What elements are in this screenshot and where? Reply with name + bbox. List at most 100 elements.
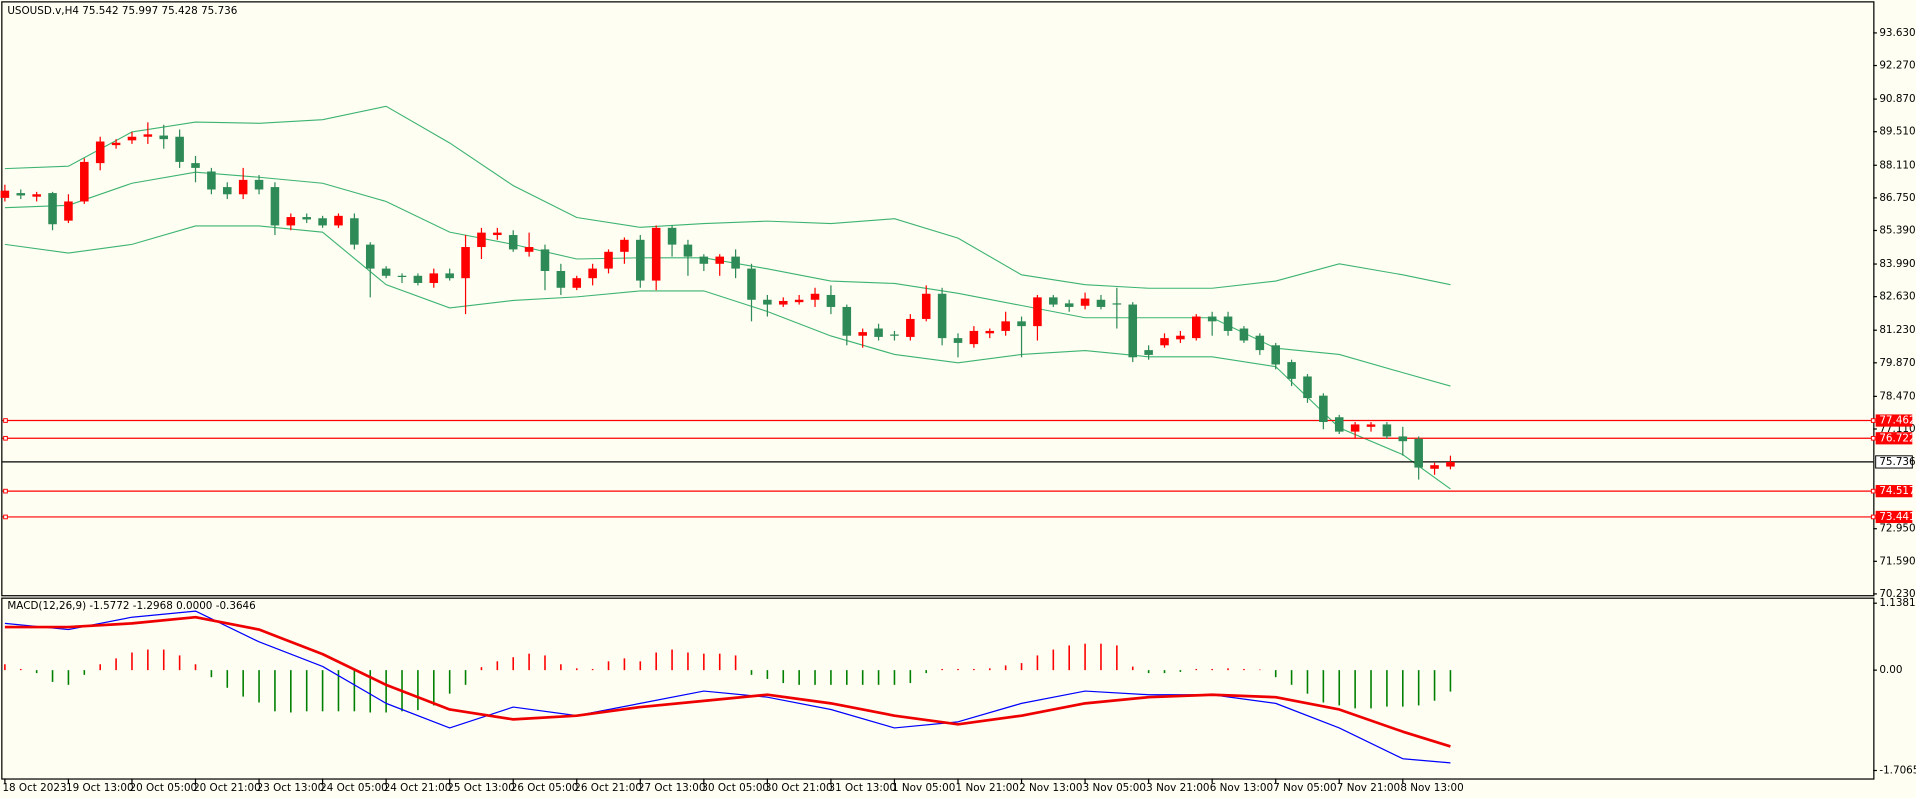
candle-body xyxy=(80,161,89,202)
candle-body xyxy=(302,217,311,220)
y-tick-label: 70.230 xyxy=(1879,588,1915,600)
level-label-box xyxy=(1875,432,1913,445)
candle-body xyxy=(477,232,486,248)
y-tick-label: 92.270 xyxy=(1879,60,1915,72)
y-tick-label: 88.110 xyxy=(1879,159,1915,171)
candle-body xyxy=(890,334,899,336)
macd-panel-frame xyxy=(1,597,1875,780)
candle-body xyxy=(429,273,439,283)
candle-body xyxy=(1255,335,1265,351)
candle-body xyxy=(1112,303,1122,305)
candle-body xyxy=(1239,328,1249,341)
candle-body xyxy=(1049,297,1058,305)
level-label-box xyxy=(1875,485,1913,498)
candle-body xyxy=(191,163,200,168)
y-tick-label: 93.630 xyxy=(1879,27,1915,39)
level-label: 74.517 xyxy=(1879,485,1915,497)
y-tick-label: 72.950 xyxy=(1879,523,1915,535)
candle-body xyxy=(111,142,121,146)
candle-body xyxy=(874,328,883,337)
candle-body xyxy=(985,330,995,334)
macd-title: MACD(12,26,9) -1.5772 -1.2968 0.0000 -0.… xyxy=(7,600,255,612)
x-tick-label: 23 Oct 13:00 xyxy=(257,782,325,794)
candle-body xyxy=(683,244,693,257)
candle-body xyxy=(1176,335,1185,340)
candle-body xyxy=(1017,321,1026,327)
candle-body xyxy=(620,239,629,252)
level-label: 77.462 xyxy=(1879,415,1915,427)
candle-body xyxy=(715,256,724,264)
candle-body xyxy=(32,194,41,197)
level-label-box xyxy=(1875,414,1913,427)
candle-body xyxy=(1144,350,1153,355)
candle-body xyxy=(1096,299,1106,307)
candle-body xyxy=(794,299,804,303)
candle-body xyxy=(921,293,931,319)
candle-body xyxy=(604,251,613,269)
macd-line xyxy=(4,615,1451,748)
candle-body xyxy=(350,218,359,245)
y-tick-label: 82.630 xyxy=(1879,291,1915,303)
candle-body xyxy=(1160,338,1169,346)
candle-body xyxy=(334,215,343,226)
y-tick-label: 89.510 xyxy=(1879,126,1915,138)
candle-body xyxy=(636,239,645,281)
x-tick-label: 1 Nov 05:00 xyxy=(892,782,955,794)
candle-body xyxy=(461,247,470,279)
level-handle xyxy=(3,418,8,423)
level-handle xyxy=(1870,435,1876,441)
candle-body xyxy=(1064,303,1074,307)
x-tick-label: 24 Oct 21:00 xyxy=(384,782,452,794)
candle-body xyxy=(254,179,264,190)
candle-body xyxy=(1446,461,1455,467)
candle-body xyxy=(1303,376,1312,399)
current-price-box xyxy=(1875,455,1913,469)
x-tick-label: 30 Oct 21:00 xyxy=(765,782,833,794)
candle-body xyxy=(731,256,740,269)
x-tick-label: 26 Oct 21:00 xyxy=(574,782,642,794)
candle-body xyxy=(906,318,915,337)
x-tick-label: 26 Oct 05:00 xyxy=(511,782,579,794)
candle-body xyxy=(1430,465,1439,469)
level-handle xyxy=(1870,514,1876,520)
candle-body xyxy=(556,270,566,288)
candle-body xyxy=(1223,316,1233,331)
candle-body xyxy=(16,193,26,196)
candle-body xyxy=(493,232,502,236)
x-tick-label: 2 Nov 13:00 xyxy=(1019,782,1082,794)
candle-body xyxy=(1192,316,1201,339)
candle-body xyxy=(826,294,836,307)
candle-body xyxy=(318,218,327,226)
current-price-label: 75.736 xyxy=(1879,456,1915,468)
chart-title: USOUSD.v,H4 75.542 75.997 75.428 75.736 xyxy=(7,5,237,17)
candle-body xyxy=(1414,438,1423,468)
y-tick-label: 78.470 xyxy=(1879,390,1915,402)
candle-body xyxy=(1287,362,1296,379)
candle-body xyxy=(763,299,772,305)
candle-body xyxy=(1319,395,1328,423)
candle-body xyxy=(1398,436,1408,442)
candle-body xyxy=(572,278,582,288)
level-handle xyxy=(1870,418,1876,423)
y-tick-label: 1.1381 xyxy=(1879,597,1915,609)
y-tick-label: 81.230 xyxy=(1879,324,1915,336)
candle-body xyxy=(858,332,867,336)
candle-body xyxy=(842,306,852,336)
y-tick-label: 83.990 xyxy=(1879,258,1915,270)
level-label: 76.722 xyxy=(1879,432,1915,444)
candle-body xyxy=(175,136,184,162)
level-handle xyxy=(1870,488,1876,494)
candle-body xyxy=(969,330,979,345)
level-label-box xyxy=(1875,510,1913,524)
candle-body xyxy=(365,244,375,269)
candle-body xyxy=(64,201,73,221)
x-tick-label: 7 Nov 21:00 xyxy=(1337,782,1400,794)
candle-body xyxy=(413,275,423,283)
candle-body xyxy=(286,217,296,226)
x-tick-label: 6 Nov 13:00 xyxy=(1210,782,1273,794)
x-tick-label: 19 Oct 13:00 xyxy=(66,782,134,794)
candle-body xyxy=(1001,321,1010,331)
